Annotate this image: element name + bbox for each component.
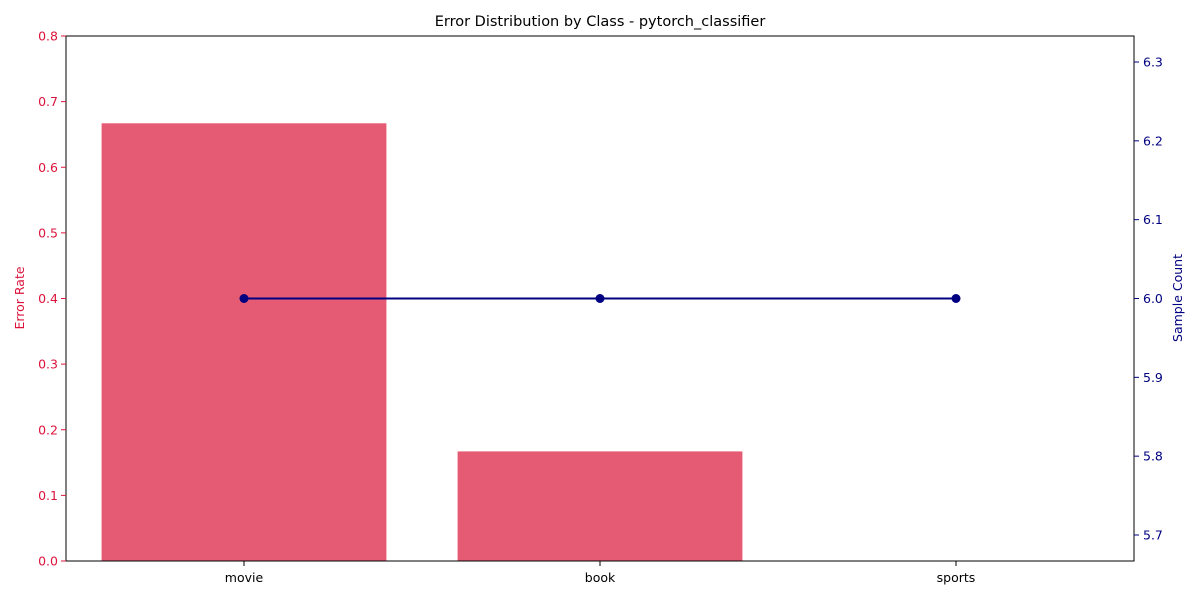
right-tick-label: 5.8 — [1143, 449, 1163, 464]
x-axis: movie book sports — [225, 561, 976, 585]
left-tick-label: 0.2 — [38, 422, 58, 437]
right-tick-label: 6.0 — [1143, 291, 1163, 306]
chart-title: Error Distribution by Class - pytorch_cl… — [435, 14, 766, 30]
bar-book — [457, 451, 743, 561]
right-tick-label: 6.2 — [1143, 133, 1163, 148]
left-tick-label: 0.8 — [38, 29, 58, 44]
right-axis-title: Sample Count — [1170, 254, 1185, 342]
left-tick-label: 0.6 — [38, 160, 58, 175]
left-axis-title: Error Rate — [12, 266, 27, 329]
sample-count-point-sports — [951, 294, 961, 303]
x-tick-label-sports: sports — [937, 570, 976, 585]
sample-count-point-movie — [239, 294, 249, 303]
x-tick-label-book: book — [585, 570, 616, 585]
right-axis: 5.7 5.8 5.9 6.0 6.1 6.2 6.3 — [1134, 55, 1163, 542]
left-axis: 0.0 0.1 0.2 0.3 0.4 0.5 0.6 0.7 0.8 — [38, 29, 66, 569]
left-tick-label: 0.3 — [38, 357, 58, 372]
left-tick-label: 0.7 — [38, 94, 58, 109]
left-tick-label: 0.4 — [38, 291, 58, 306]
line-layer — [239, 294, 961, 303]
bar-movie — [101, 123, 387, 561]
x-tick-label-movie: movie — [225, 570, 264, 585]
right-tick-label: 5.9 — [1143, 370, 1163, 385]
bars-layer — [101, 123, 743, 561]
right-tick-label: 5.7 — [1143, 527, 1163, 542]
right-tick-label: 6.1 — [1143, 212, 1163, 227]
left-tick-label: 0.0 — [38, 554, 58, 569]
left-tick-label: 0.1 — [38, 488, 58, 503]
sample-count-point-book — [595, 294, 605, 303]
left-tick-label: 0.5 — [38, 225, 58, 240]
right-tick-label: 6.3 — [1143, 55, 1163, 70]
